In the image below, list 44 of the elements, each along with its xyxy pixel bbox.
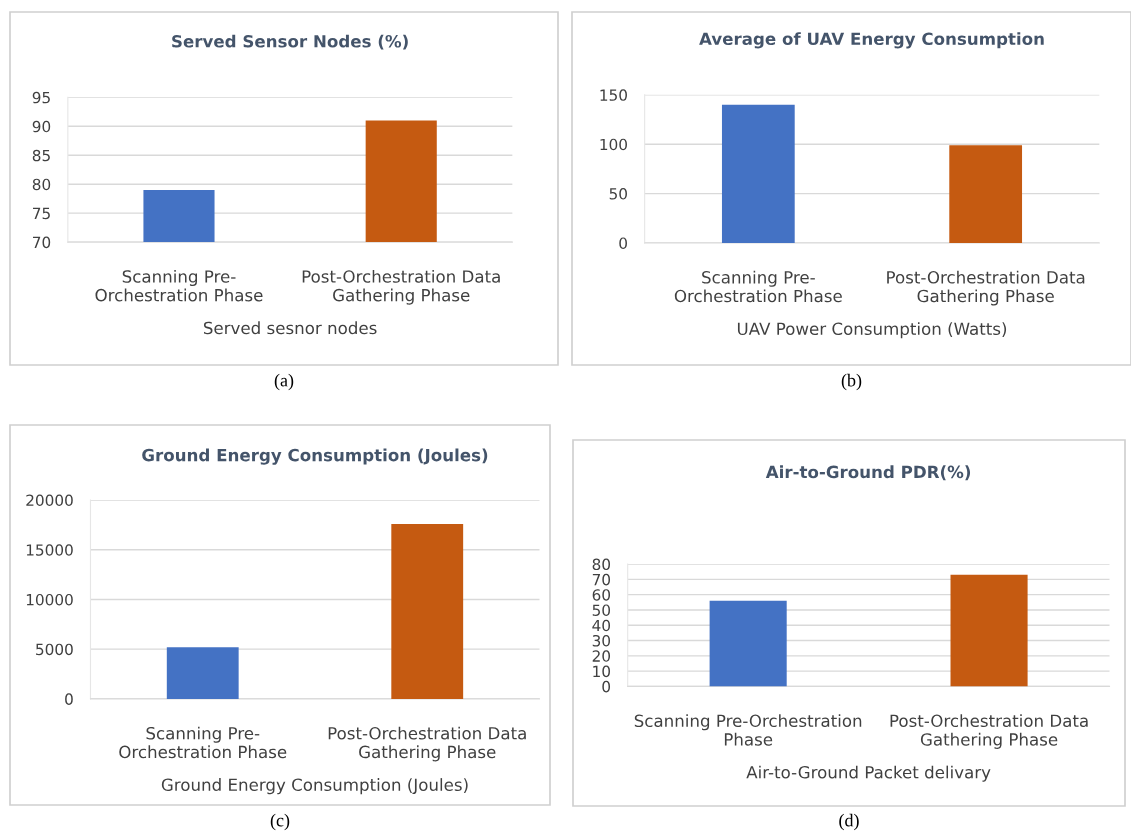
y-tick-label: 15000	[26, 544, 73, 556]
x-tick-label: Scanning Pre- Orchestration Phase	[674, 270, 842, 303]
y-tick-label: 80	[592, 558, 611, 571]
y-tick-label: 75	[33, 207, 50, 220]
chart-title: Ground Energy Consumption (Joules)	[142, 448, 488, 465]
y-tick-label: 50	[592, 604, 611, 616]
y-tick-label: 0	[619, 237, 627, 249]
y-tick-label: 100	[600, 138, 627, 151]
y-tick-label: 30	[592, 635, 611, 647]
y-tick-label: 5000	[36, 643, 73, 656]
y-tick-label: 0	[602, 680, 611, 693]
chart-title: Served Sensor Nodes (%)	[172, 34, 408, 50]
y-tick-label: 85	[32, 149, 50, 162]
y-tick-label: 95	[32, 91, 50, 104]
y-tick-label: 70	[592, 573, 611, 586]
x-tick-label: Post-Orchestration Data Gathering Phase	[302, 269, 500, 305]
x-tick-label: Post-Orchestration Data Gathering Phase	[890, 714, 1088, 749]
y-tick-label: 0	[65, 693, 73, 705]
x-axis-title: Air-to-Ground Packet delivary	[746, 765, 991, 782]
y-tick-label: 10	[593, 665, 611, 678]
x-tick-label: Scanning Pre-Orchestration Phase	[634, 714, 862, 746]
text: (d)	[839, 813, 859, 831]
y-tick-label: 10000	[26, 593, 73, 606]
chart-title: Air-to-Ground PDR(%)	[765, 465, 971, 481]
y-tick-label: 90	[32, 120, 51, 133]
text: (c)	[270, 813, 290, 831]
y-tick-label: 60	[592, 589, 611, 601]
y-tick-label: 50	[609, 188, 627, 200]
x-tick-label: Post-Orchestration Data Gathering Phase	[328, 726, 526, 762]
chart-title: Average of UAV Energy Consumption	[699, 32, 1044, 49]
x-tick-label: Post-Orchestration Data Gathering Phase	[887, 270, 1085, 306]
y-tick-label: 20000	[26, 494, 73, 507]
x-tick-label: Scanning Pre- Orchestration Phase	[95, 269, 263, 302]
x-axis-title: UAV Power Consumption (Watts)	[737, 322, 1007, 339]
text: (b)	[841, 373, 862, 391]
y-tick-label: 40	[592, 619, 611, 632]
y-tick-label: 150	[600, 89, 627, 101]
x-axis-title: Ground Energy Consumption (Joules)	[161, 778, 468, 795]
x-tick-label: Scanning Pre- Orchestration Phase	[119, 726, 287, 759]
x-axis-title: Served sesnor nodes	[203, 321, 377, 335]
y-tick-label: 80	[32, 178, 51, 191]
y-tick-label: 20	[592, 650, 611, 662]
text: (a)	[274, 373, 294, 391]
y-tick-label: 70	[33, 236, 51, 249]
